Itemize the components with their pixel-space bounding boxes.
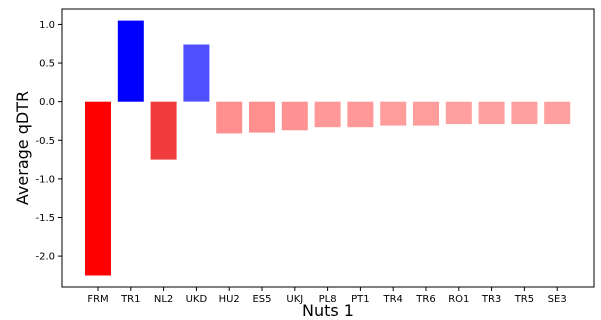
bars-layer: [85, 20, 571, 276]
bar-ukd: [183, 44, 210, 102]
bar-tr5: [511, 101, 538, 125]
bar-tr6: [413, 101, 439, 126]
bar-se3: [544, 101, 571, 125]
y-tick-label: -1.0: [35, 174, 55, 185]
y-axis-label: Average qDTR: [13, 91, 32, 205]
bar-nl2: [150, 101, 177, 160]
x-tick-label: RO1: [448, 294, 469, 305]
bar-tr1: [117, 20, 144, 102]
bar-ro1: [445, 101, 472, 125]
y-tick-label: -0.5: [35, 136, 55, 147]
x-axis: FRM TR1 NL2 UKD HU2 ES5 UKJ PL8 PT1 TR4 TR6 RO1 TR3 T…: [87, 287, 567, 305]
x-tick-label: UKD: [186, 294, 208, 305]
y-tick-label: 0.0: [39, 97, 55, 108]
x-tick-label: ES5: [252, 294, 271, 305]
x-tick-label: SE3: [548, 294, 567, 305]
bar-tr3: [478, 101, 505, 125]
y-axis: 1.0 0.5 0.0 -0.5 -1.0 -1.5 -2.0: [35, 20, 62, 263]
y-tick-label: -1.5: [35, 213, 55, 224]
y-tick-label: 0.5: [39, 59, 55, 70]
x-tick-label: PT1: [351, 294, 370, 305]
x-tick-label: FRM: [87, 294, 108, 305]
bar-tr4: [380, 101, 407, 126]
x-tick-label: NL2: [154, 294, 173, 305]
x-tick-label: TR6: [415, 294, 435, 305]
x-tick-label: UKJ: [286, 294, 303, 305]
bar-pt1: [347, 101, 374, 128]
bar-ukj: [281, 101, 308, 131]
x-tick-label: HU2: [219, 294, 240, 305]
bar-hu2: [216, 101, 243, 134]
bar-es5: [249, 101, 275, 133]
y-tick-label: -2.0: [35, 252, 55, 263]
x-tick-label: TR4: [382, 294, 402, 305]
x-tick-label: TR1: [120, 294, 140, 305]
x-axis-label: Nuts 1: [302, 301, 354, 320]
x-tick-label: TR3: [481, 294, 501, 305]
bar-pl8: [314, 101, 341, 128]
x-tick-label: PL8: [319, 294, 337, 305]
x-tick-label: TR5: [514, 294, 534, 305]
bar-frm: [85, 101, 111, 276]
y-tick-label: 1.0: [39, 20, 55, 31]
